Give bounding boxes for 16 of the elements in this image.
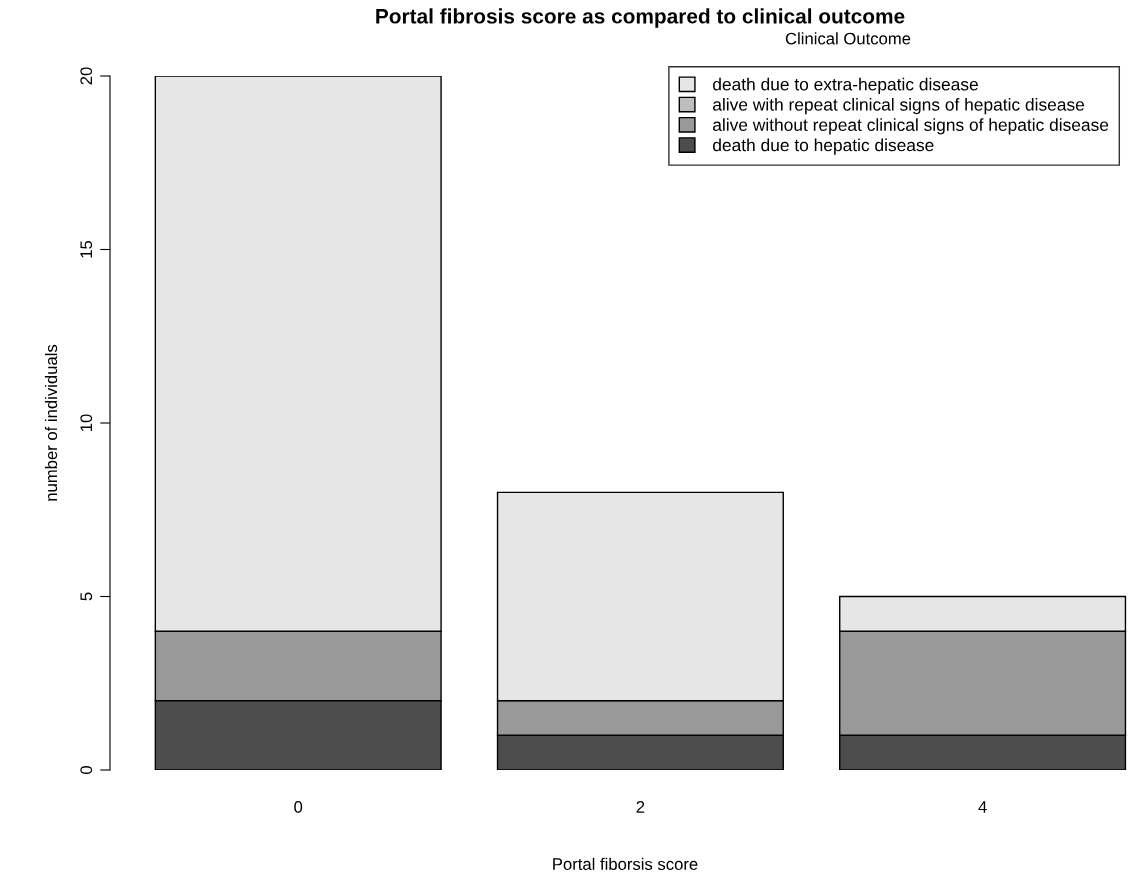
- y-tick-label: 15: [80, 240, 93, 258]
- x-axis-title: Portal fiborsis score: [553, 857, 698, 870]
- y-axis-title: number of individuals: [44, 344, 58, 501]
- legend-label: death due to hepatic disease: [713, 138, 934, 155]
- x-tick-label: 4: [978, 801, 987, 813]
- y-tick-label: 0: [80, 766, 93, 774]
- legend-label: alive without repeat clinical signs of hepatic disease: [713, 118, 1109, 135]
- chart-title: Portal fibrosis score as compared to clinical outcome: [376, 8, 905, 28]
- y-tick-label: 5: [80, 592, 93, 601]
- legend-label: death due to extra-hepatic disease: [713, 77, 978, 94]
- y-tick-label: 20: [80, 67, 93, 85]
- legend-label: alive with repeat clinical signs of hepatic disease: [713, 97, 1085, 115]
- y-tick-label: 10: [80, 414, 93, 431]
- legend-title: Clinical Outcome: [785, 32, 911, 45]
- x-tick-label: 2: [636, 801, 645, 813]
- x-tick-label: 0: [294, 801, 303, 813]
